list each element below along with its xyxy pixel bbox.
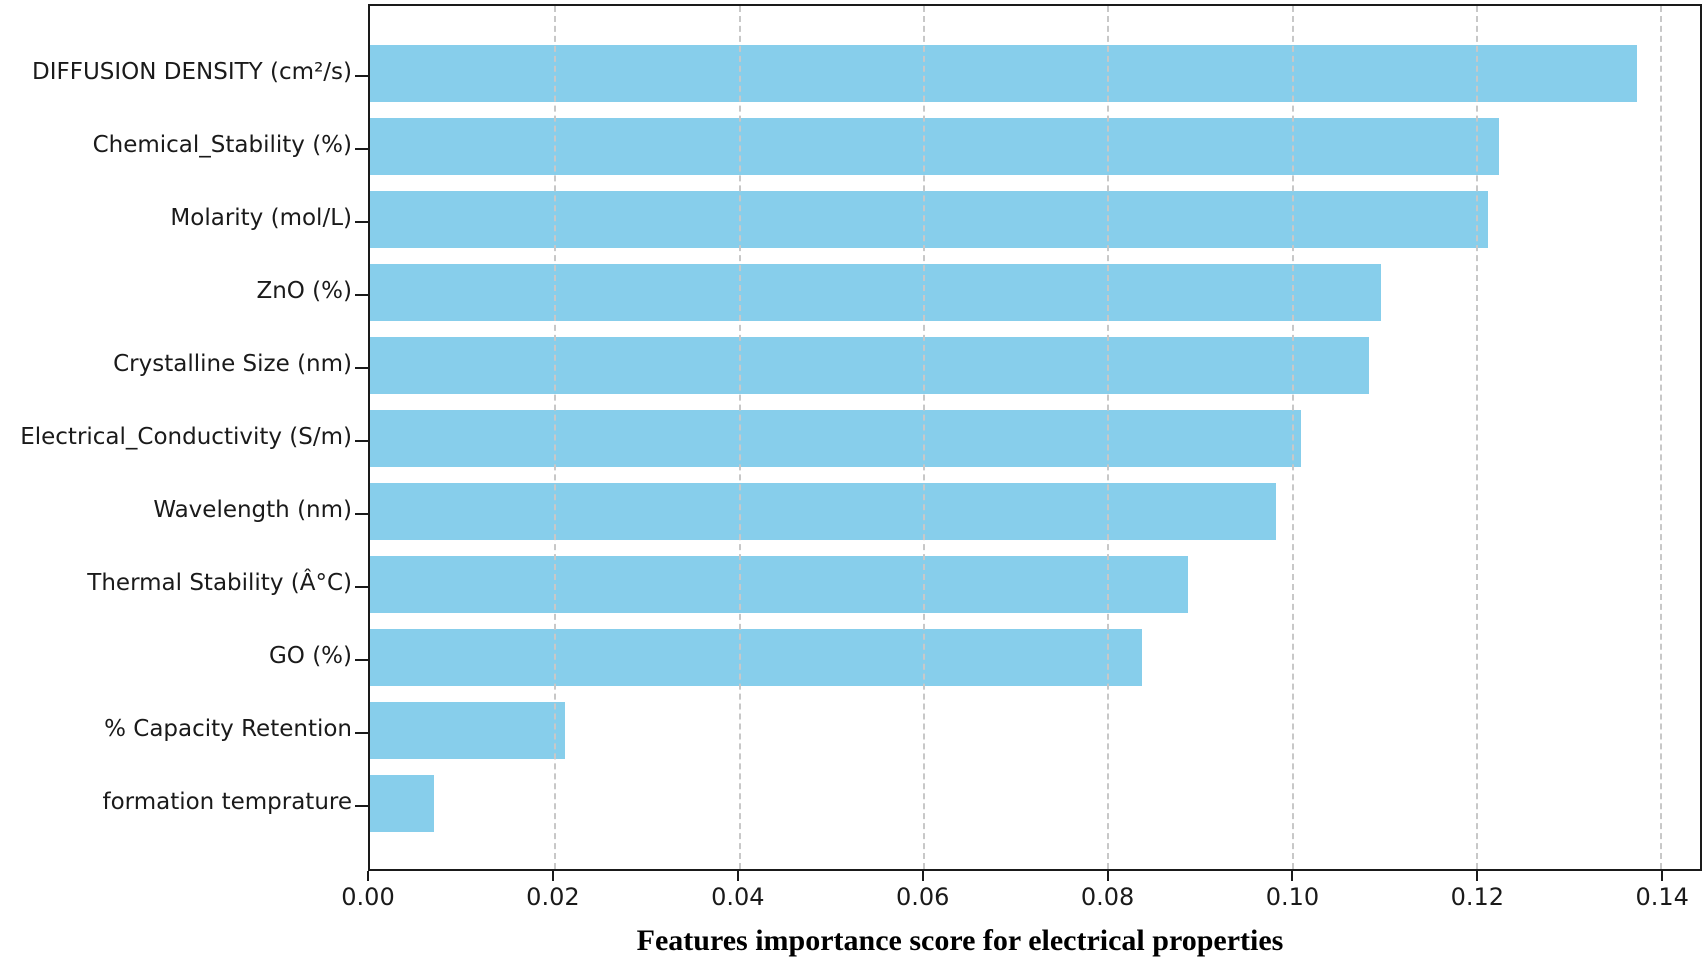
bar-row: [370, 183, 1700, 256]
bar: [370, 264, 1382, 321]
bar: [370, 337, 1370, 394]
y-axis-label: Electrical_Conductivity (S/m): [20, 423, 352, 450]
x-tick-label: 0.10: [1265, 883, 1320, 911]
y-tick-mark: [355, 75, 368, 77]
y-tick-mark: [355, 148, 368, 150]
y-tick-mark: [355, 513, 368, 515]
bar: [370, 702, 566, 759]
x-tick-label: 0.00: [341, 883, 395, 911]
y-tick-mark: [355, 367, 368, 369]
bar-row: [370, 694, 1700, 767]
x-tick-label: 0.06: [895, 883, 950, 911]
x-tick-label: 0.04: [711, 883, 765, 911]
x-tick-mark: [367, 871, 369, 881]
y-axis-label: ZnO (%): [256, 277, 352, 304]
y-axis-label: DIFFUSION DENSITY (cm²/s): [32, 58, 352, 85]
y-axis-label: Molarity (mol/L): [170, 204, 352, 231]
x-tick-label: 0.08: [1080, 883, 1135, 911]
y-axis-labels: DIFFUSION DENSITY (cm²/s) Chemical_Stabil…: [0, 4, 352, 871]
y-tick-mark: [355, 805, 368, 807]
y-tick-mark: [355, 440, 368, 442]
bar: [370, 775, 434, 832]
x-tick-mark: [1661, 871, 1664, 881]
x-axis-label: Features importance score for electrical…: [636, 924, 1284, 957]
y-axis-label: Thermal Stability (Â°C): [87, 569, 352, 596]
bar: [370, 629, 1143, 686]
bar-row: [370, 475, 1700, 548]
x-tick-mark: [921, 871, 924, 881]
plot-area: [368, 4, 1702, 871]
y-axis-label: % Capacity Retention: [104, 715, 352, 742]
bar-row: [370, 110, 1700, 183]
bar-row: [370, 402, 1700, 475]
bar-row: [370, 767, 1700, 840]
x-tick-mark: [1291, 871, 1294, 881]
bar-row: [370, 548, 1700, 621]
bar: [370, 191, 1488, 248]
bar-row: [370, 329, 1700, 402]
bar: [370, 410, 1301, 467]
y-tick-mark: [355, 294, 368, 296]
x-tick-mark: [1476, 871, 1479, 881]
x-tick-mark: [736, 871, 739, 881]
x-tick-label: 0.02: [526, 883, 580, 911]
bars-layer: [370, 6, 1700, 869]
bar-row: [370, 621, 1700, 694]
y-axis-label: Chemical_Stability (%): [92, 131, 352, 158]
x-tick-mark: [551, 871, 554, 881]
bar: [370, 556, 1189, 613]
bar: [370, 118, 1500, 175]
bar-row: [370, 37, 1700, 110]
y-axis-label: formation temprature: [102, 788, 352, 815]
y-tick-mark: [355, 732, 368, 734]
y-tick-mark: [355, 659, 368, 661]
bar: [370, 45, 1638, 102]
y-axis-label: Crystalline Size (nm): [113, 350, 352, 377]
y-axis-label: Wavelength (nm): [153, 496, 352, 523]
y-axis-label: GO (%): [268, 642, 352, 669]
y-tick-mark: [355, 221, 368, 223]
y-tick-mark: [355, 586, 368, 588]
x-tick-mark: [1106, 871, 1109, 881]
x-tick-label: 0.14: [1635, 883, 1689, 911]
bar-row: [370, 256, 1700, 329]
bar: [370, 483, 1277, 540]
x-tick-label: 0.12: [1450, 883, 1505, 911]
